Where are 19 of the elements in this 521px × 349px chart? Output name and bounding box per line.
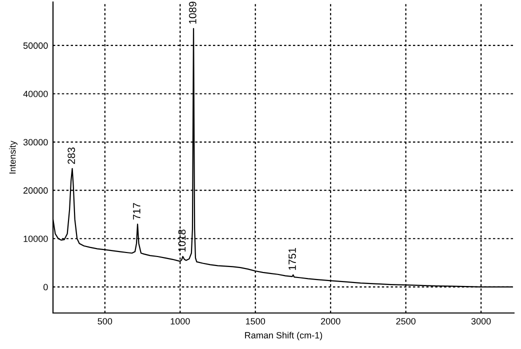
annotation: 1018 xyxy=(178,230,186,252)
x-tick-label: 3000 xyxy=(471,318,491,324)
x-tick-label: 2000 xyxy=(321,318,340,324)
y-tick-label: 30000 xyxy=(23,139,48,146)
y-tick-label: 50000 xyxy=(23,42,48,49)
y-tick-label: 10000 xyxy=(24,236,48,242)
y-tick-label: 0 xyxy=(43,284,48,290)
y-tick-label: 40000 xyxy=(23,90,48,98)
x-tick-label: 1500 xyxy=(246,318,266,324)
annotation: 283 xyxy=(68,148,76,164)
x-tick-label: 1000 xyxy=(170,318,190,324)
y-tick-label: 20000 xyxy=(23,187,48,194)
x-tick-label: 500 xyxy=(98,318,112,324)
annotation: 1089 xyxy=(188,2,196,24)
x-axis-title: Raman Shift (cm-1) xyxy=(245,332,322,340)
y-axis-title: Intensity xyxy=(9,140,18,174)
annotation: 717 xyxy=(133,203,140,220)
annotation: 1751 xyxy=(288,248,296,270)
x-tick-label: 2500 xyxy=(396,318,416,324)
